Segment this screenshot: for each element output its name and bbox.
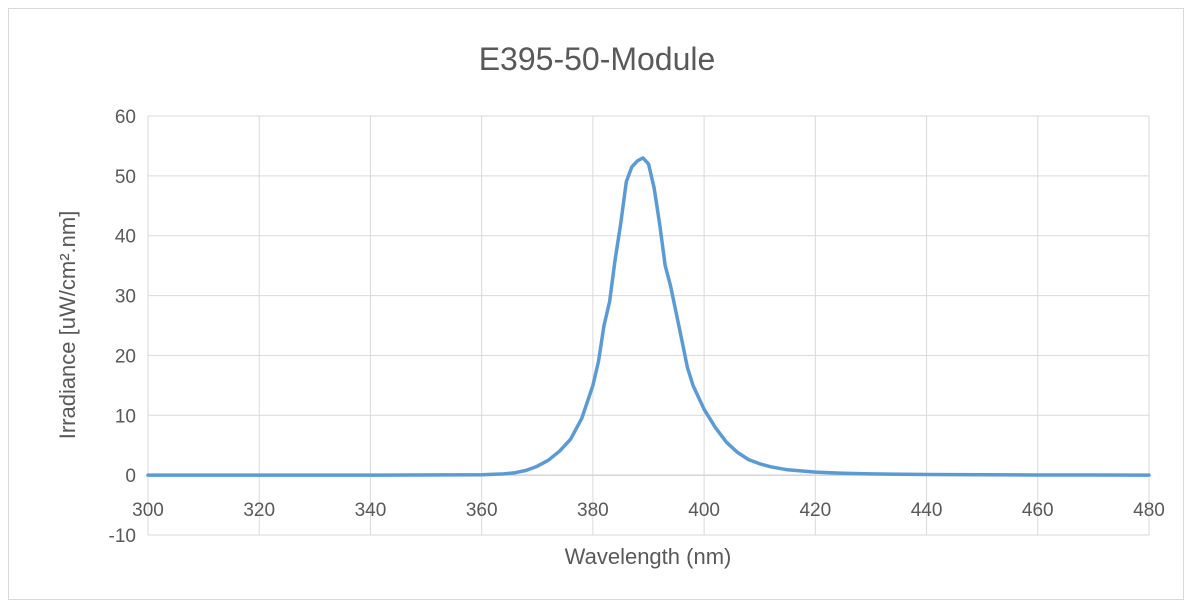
x-tick-label: 320 [243, 500, 275, 521]
x-tick-label: 420 [799, 500, 831, 521]
y-tick-label: 10 [115, 406, 136, 427]
y-tick-label: 60 [115, 107, 136, 128]
x-tick-label: 300 [132, 500, 164, 521]
x-tick-labels: 300 320 340 360 380 400 420 440 460 480 [132, 500, 1165, 521]
y-tick-label: -10 [109, 526, 136, 547]
x-tick-label: 460 [1022, 500, 1054, 521]
chart-title: E395-50-Module [479, 41, 716, 77]
x-tick-label: 440 [911, 500, 943, 521]
x-tick-label: 360 [466, 500, 498, 521]
y-tick-label: 50 [115, 167, 136, 188]
y-tick-label: 30 [115, 287, 136, 308]
x-tick-label: 340 [355, 500, 387, 521]
x-tick-label: 400 [688, 500, 720, 521]
chart-frame [8, 8, 1184, 600]
gridlines [147, 115, 1150, 536]
series-line [146, 156, 1151, 477]
y-tick-label: 20 [115, 346, 136, 367]
y-axis-title: Irradiance [uW/cm².nm] [55, 211, 80, 440]
y-tick-label: 0 [125, 466, 136, 487]
x-tick-label: 480 [1133, 500, 1165, 521]
x-axis-title: Wavelength (nm) [565, 544, 732, 569]
y-tick-label: 40 [115, 227, 136, 248]
y-tick-labels: -10 0 10 20 30 40 50 60 [109, 107, 136, 547]
x-tick-label: 380 [577, 500, 609, 521]
